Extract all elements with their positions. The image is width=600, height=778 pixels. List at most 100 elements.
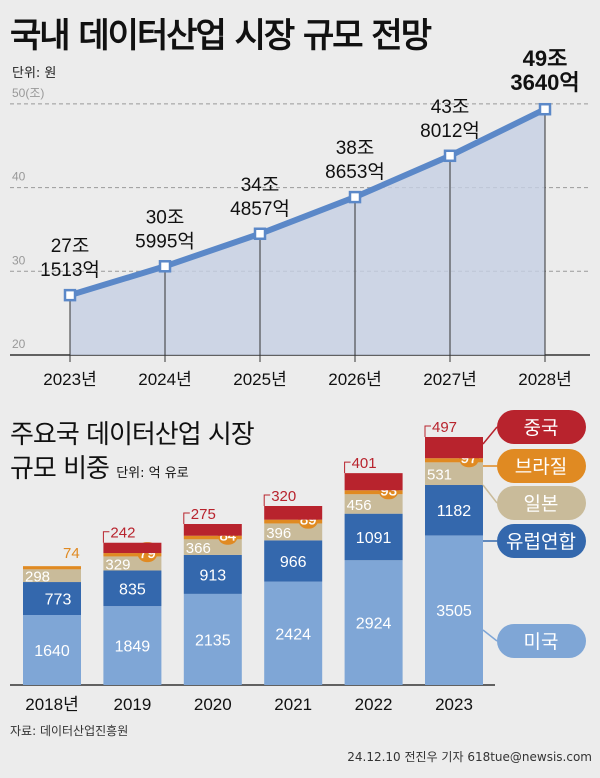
bar-value-label: 773 [45,592,72,609]
x-tick-label: 2026년 [328,370,381,389]
bar-value-label: 275 [191,506,216,523]
data-label-eok: 3640억 [510,70,579,95]
legend-connector [482,484,498,504]
bar-segment-미국 [344,560,403,685]
x-tick-label: 2021 [274,695,312,714]
bar-value-label: 3505 [436,603,472,620]
bar-segment-유럽연합 [103,570,162,607]
legend-label: 브라질 [515,456,567,478]
legend-label: 일본 [524,493,559,515]
data-label-jo: 30조 [146,207,185,228]
label-leader [102,531,110,543]
bar-segment-중국 [425,437,483,459]
data-point [63,288,77,302]
bar-chart-unit: 단위: 억 유로 [116,466,189,481]
data-point [348,190,362,204]
bar-segment-유럽연합 [183,554,242,594]
bar-segment-일본 [425,462,483,486]
legend-pill-브라질 [497,449,586,483]
x-tick-label: 2023 [435,695,473,714]
data-label-eok: 4857억 [230,198,290,220]
bar-segment-브라질 [344,490,403,495]
data-label-jo: 43조 [431,97,470,118]
bar-value-label: 835 [119,581,146,598]
bar-segment-미국 [183,593,242,685]
data-point [158,260,172,273]
bar-value-label: 2924 [356,616,392,633]
bar-value-label: 242 [110,525,135,542]
bar-segment-미국 [103,606,162,685]
x-tick-label: 2019 [113,695,151,714]
bar-segment-중국 [103,542,162,554]
bar-value-label: 913 [199,567,226,584]
x-tick-label: 2025년 [233,370,286,389]
bar-value-label: 1849 [115,639,151,656]
bar-segment-브라질 [425,458,483,463]
x-tick-label: 2027년 [423,370,476,389]
bar-value-label: 531 [427,467,452,484]
legend-pill-미국 [497,624,586,658]
bar-segment-유럽연합 [23,582,81,616]
label-leader [344,461,351,474]
bar-segment-중국 [264,505,323,520]
legend-label: 미국 [524,631,559,653]
bar-segment-브라질 [23,566,81,570]
legend-pill-중국 [497,410,586,444]
legend-pill-유럽연합 [497,524,586,558]
legend-connector [482,629,498,642]
line-chart-title: 국내 데이터산업 시장 규모 전망 [10,16,432,56]
bar-value-label: 329 [105,556,130,573]
bar-value-label: 966 [280,554,307,571]
bar-segment-유럽연합 [264,540,323,582]
bar-value-label: 2424 [275,626,311,643]
y-tick-label: 30 [12,253,26,267]
bar-value-label: 2135 [195,632,231,649]
bar-segment-유럽연합 [425,485,483,536]
data-label-jo: 34조 [241,175,280,196]
data-label-eok: 8653억 [325,161,385,183]
bar-value-label: 366 [186,540,211,557]
bar-segment-브라질 [103,553,162,557]
x-tick-label: 2023년 [43,370,96,389]
area-fill [70,109,545,355]
credit: 24.12.10 전진우 기자 618tue@newsis.com [347,750,592,764]
data-label-eok: 8012억 [420,120,480,142]
x-tick-label: 2022 [355,695,393,714]
bar-title-line-2: 규모 비중 단위: 억 유로 [10,452,254,491]
y-tick-label: 40 [12,170,26,184]
bar-value-label: 320 [271,488,296,505]
label-leader [424,425,431,438]
bar-value-label: 396 [266,525,291,542]
label-leader [263,494,271,506]
y-tick-label: 20 [12,337,26,351]
bar-segment-중국 [344,473,403,491]
data-label-jo: 38조 [336,138,375,159]
bar-segment-미국 [425,535,483,685]
x-tick-label: 2020 [194,695,232,714]
data-label-eok: 1513억 [40,259,100,281]
label-leader [183,512,190,525]
source: 자료: 데이터산업진흥원 [10,724,129,738]
legend-label: 중국 [524,418,559,439]
data-label-jo: 49조 [523,46,568,71]
data-point [538,102,552,116]
data-point [443,149,457,163]
data-point [253,227,267,241]
bar-value-label: 1182 [437,503,472,520]
x-tick-label: 2024년 [138,370,191,389]
line-series [69,106,547,299]
bar-segment-브라질 [183,535,242,540]
data-label-jo: 27조 [51,236,90,257]
bar-value-label: 74 [63,545,80,562]
x-tick-label: 2028년 [518,370,571,389]
bar-segment-유럽연합 [344,513,403,561]
bar-value-label: 1091 [356,530,392,547]
bar-chart-title: 주요국 데이터산업 시장 규모 비중 단위: 억 유로 [10,418,255,491]
y-tick-label: 50(조) [12,86,44,100]
data-label-eok: 5995억 [135,230,195,252]
legend-label: 유럽연합 [506,531,576,553]
bar-segment-미국 [23,615,81,685]
bar-value-label: 456 [347,497,372,514]
